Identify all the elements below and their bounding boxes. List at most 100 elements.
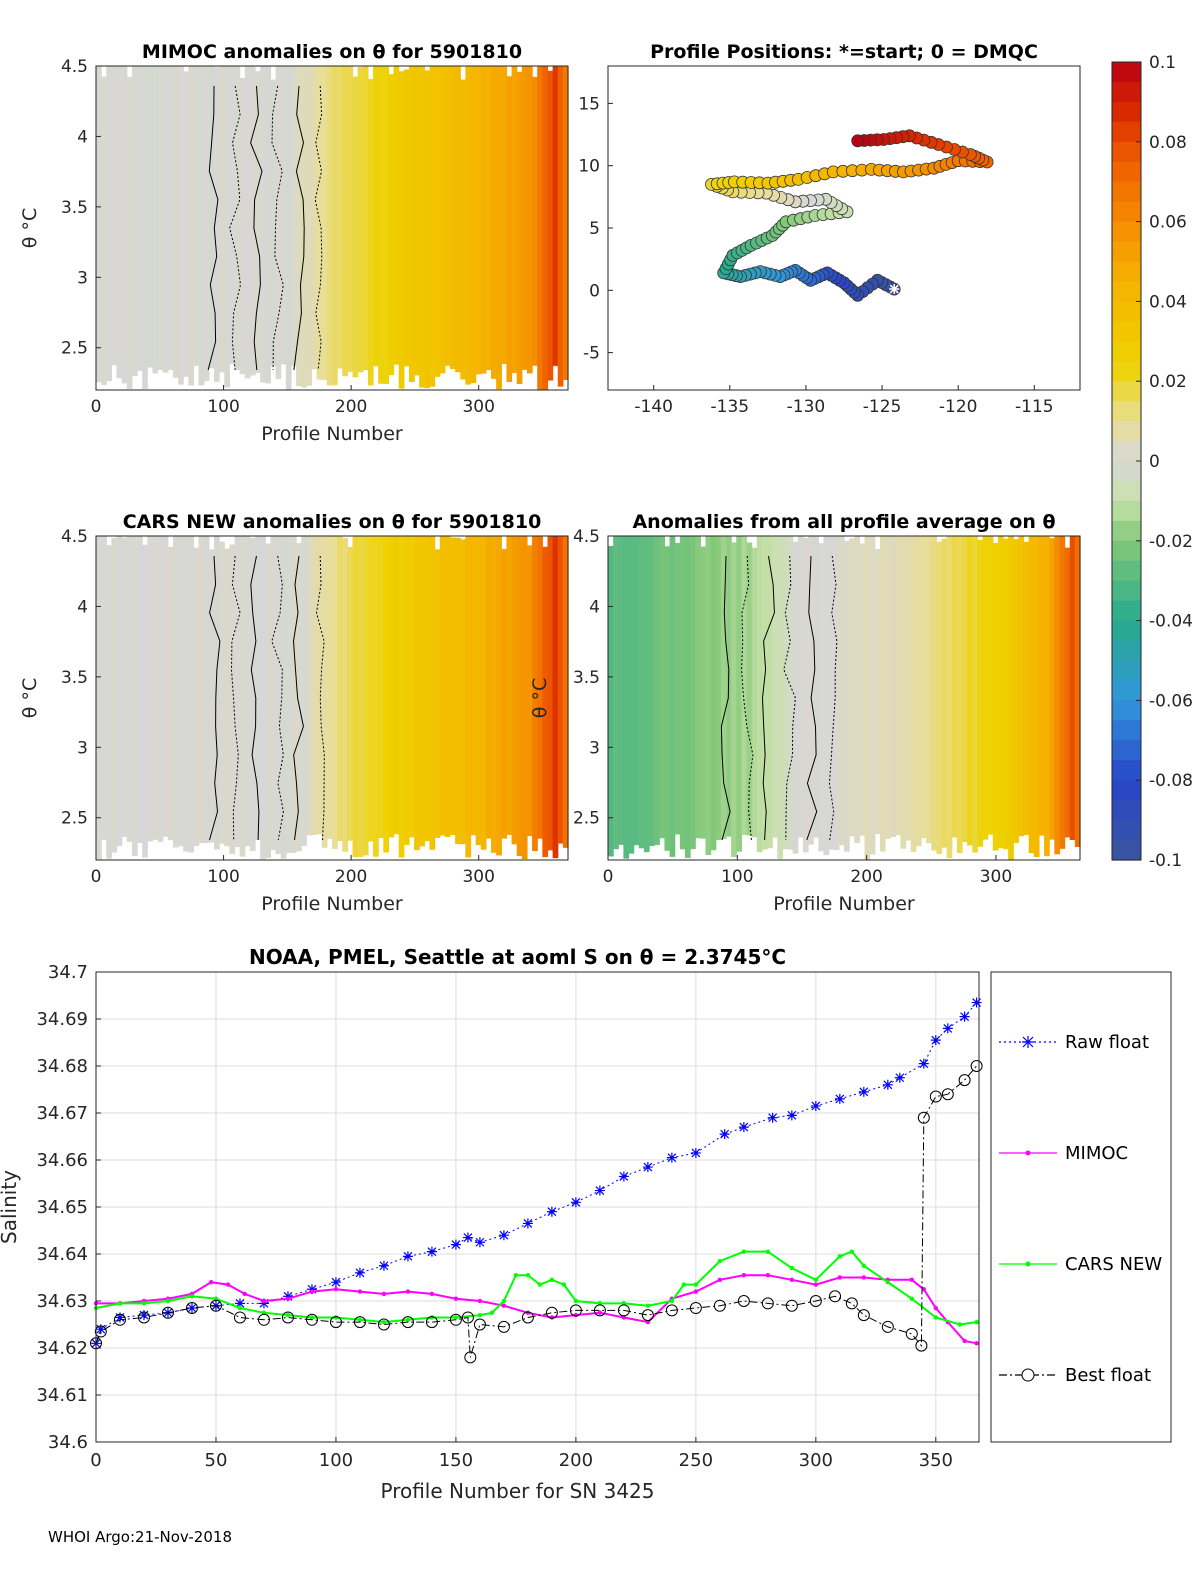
x-tick-label: 150 — [439, 1450, 473, 1471]
colorbar-segment — [1112, 62, 1141, 83]
heatmap-cell — [198, 536, 205, 844]
data-point — [521, 1311, 534, 1324]
data-point — [689, 1302, 702, 1315]
data-point — [573, 1298, 579, 1304]
data-point — [921, 1287, 927, 1292]
data-point — [381, 1291, 387, 1297]
heatmap-cell — [1069, 536, 1076, 840]
data-point — [741, 1249, 747, 1254]
data-point — [809, 1295, 822, 1307]
data-point — [834, 1093, 845, 1104]
data-point — [909, 1277, 915, 1283]
contour-line — [783, 555, 796, 841]
y-axis-label: Salinity — [0, 1170, 21, 1244]
heatmap-cell — [398, 536, 405, 858]
heatmap-cell — [1054, 536, 1061, 855]
colorbar-segment — [1112, 780, 1141, 801]
heatmap-cell — [679, 536, 686, 850]
x-tick-label: 300 — [462, 397, 494, 417]
heatmap-cell — [157, 536, 164, 842]
heatmap-cell — [178, 66, 184, 385]
heatmap-cell — [301, 536, 307, 846]
heatmap-cell — [183, 71, 189, 377]
heatmap-cell — [987, 536, 994, 835]
heatmap-cell — [761, 536, 768, 850]
data-point — [213, 1296, 219, 1301]
heatmap-cell — [265, 66, 272, 384]
panel-cars: 0 100 200 300 4.5 4 3.5 3 2.5 CARS NEW anomalies … — [19, 511, 569, 915]
heatmap-cell — [157, 66, 164, 371]
heatmap-cell — [844, 540, 850, 852]
colorbar-segment — [1112, 560, 1141, 582]
heatmap-cell — [649, 536, 655, 847]
colorbar-segment — [1112, 101, 1141, 123]
heatmap-cell — [659, 536, 666, 839]
heatmap-cell — [516, 71, 523, 385]
colorbar-segment — [1112, 520, 1141, 542]
heatmap-cell — [772, 536, 778, 838]
colorbar-segment — [1112, 161, 1141, 183]
heatmap-cell — [915, 536, 922, 847]
heatmap-cell — [485, 536, 492, 839]
data-point — [453, 1315, 459, 1320]
data-point — [813, 1282, 819, 1287]
data-point — [569, 1304, 582, 1317]
heatmap-cell — [137, 536, 143, 843]
heatmap-cell — [920, 536, 927, 839]
heatmap-cell — [255, 71, 261, 374]
heatmap-cell — [480, 536, 487, 850]
colorbar-segment — [1112, 121, 1141, 143]
contour-line — [207, 85, 219, 371]
data-point — [693, 1282, 699, 1287]
heatmap-cell — [1008, 536, 1014, 860]
data-point — [681, 1282, 687, 1287]
y-tick-label: 34.66 — [36, 1150, 88, 1171]
data-point — [957, 1322, 963, 1327]
heatmap-cell — [741, 536, 748, 835]
heatmap-cell — [414, 66, 420, 376]
y-tick-label: 3 — [77, 268, 88, 288]
heatmap-cell — [106, 66, 112, 382]
heatmap-cell — [167, 66, 174, 371]
data-point — [377, 1318, 390, 1331]
colorbar-segment — [1112, 441, 1141, 462]
panel-mimoc: 0 100 200 300 4.5 4 3.5 3 2.5 MIMOC anomalies on … — [19, 41, 569, 445]
heatmap-cell — [106, 545, 112, 859]
heatmap-cell — [1028, 536, 1035, 854]
data-point — [242, 1291, 247, 1297]
contour-line — [271, 555, 284, 841]
contour-line — [229, 85, 242, 371]
heatmap-cell — [736, 536, 742, 852]
data-point — [665, 1304, 678, 1317]
data-point — [305, 1313, 318, 1326]
data-point — [570, 1197, 581, 1208]
chart-title: CARS NEW anomalies on θ for 5901810 — [123, 511, 542, 533]
colorbar-tick-label: 0.02 — [1149, 372, 1187, 392]
colorbar-segment — [1112, 720, 1141, 741]
heatmap-cell — [787, 536, 794, 850]
y-tick-label: 4.5 — [61, 527, 88, 547]
heatmap-cell — [746, 542, 753, 836]
heatmap-cell — [501, 548, 508, 839]
heatmap-cell — [383, 66, 390, 384]
x-tick-label: 300 — [462, 867, 494, 887]
colorbar: 0.1 0.08 0.06 0.04 0.02 0 -0.02 -0.04 -0.06 -0.08… — [1111, 53, 1193, 871]
heatmap-cell — [526, 66, 533, 374]
heatmap-cell — [1003, 538, 1009, 850]
heatmap-cell — [838, 536, 845, 846]
data-point — [522, 1218, 533, 1229]
colorbar-segment — [1112, 600, 1141, 622]
series-line — [95, 1065, 977, 1358]
heatmap-cell — [244, 66, 251, 379]
y-tick-label: 34.69 — [36, 1009, 88, 1030]
heatmap-cell — [638, 536, 645, 849]
heatmap-cell — [496, 536, 502, 856]
data-point — [642, 1162, 653, 1173]
data-point — [233, 1311, 246, 1324]
data-point — [498, 1230, 509, 1241]
colorbar-segment — [1112, 361, 1141, 382]
heatmap-cell — [767, 536, 773, 849]
x-tick-label: 0 — [91, 397, 102, 417]
x-tick-label: 250 — [679, 1450, 713, 1471]
colorbar-segment — [1112, 261, 1141, 283]
